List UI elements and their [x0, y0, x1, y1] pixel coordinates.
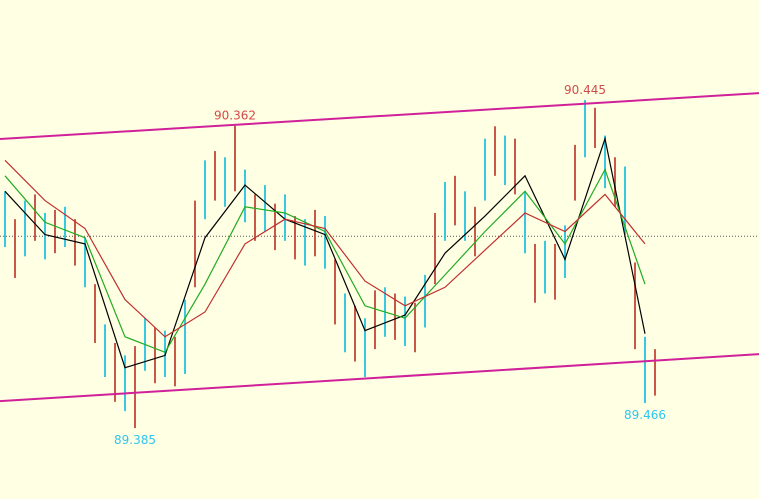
moving-average [4, 136, 646, 369]
price-label: 89.466 [624, 408, 666, 422]
price-label: 90.445 [564, 83, 606, 97]
price-label: 89.385 [114, 433, 156, 447]
moving-average [4, 168, 646, 354]
moving-average [4, 159, 646, 338]
price-label: 90.362 [214, 109, 256, 123]
channel-line [0, 92, 759, 140]
channel-line [0, 353, 759, 403]
